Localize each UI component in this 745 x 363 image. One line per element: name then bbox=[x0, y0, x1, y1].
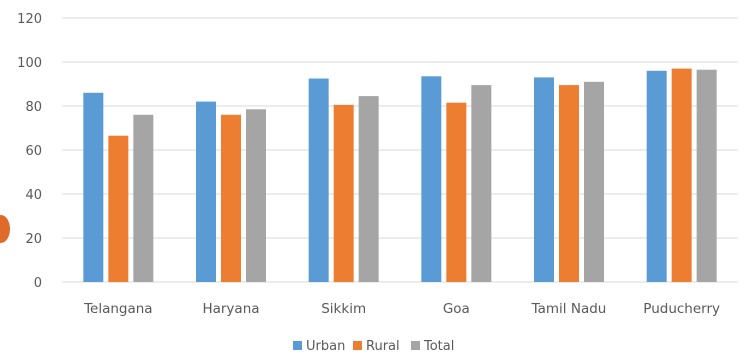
bar-rural bbox=[108, 135, 129, 282]
edge-marker-shape bbox=[0, 215, 10, 243]
bar-total bbox=[584, 81, 604, 282]
bar-rural bbox=[446, 102, 467, 282]
x-axis-category-labels: Telangana Haryana Sikkim Goa Tamil Nadu Puduc… bbox=[83, 301, 720, 317]
x-category-label: Puducherry bbox=[643, 301, 720, 317]
bar-urban bbox=[308, 78, 329, 282]
y-axis-tick-labels: 0 20 40 60 80 100 120 bbox=[17, 12, 42, 291]
bar-rural bbox=[559, 85, 579, 282]
y-tick-label: 120 bbox=[17, 12, 42, 27]
bar-total bbox=[696, 69, 717, 282]
y-tick-label: 100 bbox=[17, 56, 42, 71]
legend-label-rural: Rural bbox=[366, 339, 400, 354]
x-category-label: Telangana bbox=[83, 301, 153, 317]
x-category-label: Sikkim bbox=[321, 301, 366, 317]
gridlines bbox=[62, 17, 738, 283]
bar-total bbox=[358, 96, 379, 282]
bar-urban bbox=[196, 101, 216, 282]
bar-urban bbox=[646, 70, 667, 282]
x-category-label: Tamil Nadu bbox=[531, 301, 607, 317]
legend-swatch-total bbox=[411, 341, 420, 350]
y-tick-label: 80 bbox=[25, 100, 42, 115]
bar-total bbox=[471, 85, 492, 282]
legend-label-urban: Urban bbox=[306, 339, 345, 354]
y-tick-label: 40 bbox=[25, 188, 42, 203]
legend-label-total: Total bbox=[423, 339, 454, 354]
legend-swatch-rural bbox=[353, 341, 362, 350]
x-category-label: Haryana bbox=[202, 301, 259, 317]
bar-urban bbox=[534, 77, 554, 283]
bar-urban bbox=[421, 76, 442, 282]
y-tick-label: 0 bbox=[34, 276, 42, 291]
bar-rural bbox=[671, 68, 692, 282]
y-tick-label: 60 bbox=[25, 144, 42, 159]
legend: Urban Rural Total bbox=[293, 339, 454, 354]
bars bbox=[83, 68, 717, 283]
bar-total bbox=[246, 109, 266, 282]
x-category-label: Goa bbox=[443, 301, 470, 317]
bar-total bbox=[133, 114, 154, 282]
legend-swatch-urban bbox=[293, 341, 302, 350]
bar-rural bbox=[333, 104, 354, 283]
bar-rural bbox=[221, 114, 241, 282]
bar-urban bbox=[83, 92, 104, 282]
y-tick-label: 20 bbox=[25, 232, 42, 247]
